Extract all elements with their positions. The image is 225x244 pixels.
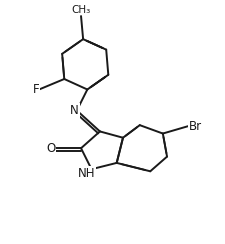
Text: Br: Br <box>189 120 202 133</box>
Text: O: O <box>46 142 55 155</box>
Text: NH: NH <box>78 167 95 180</box>
Text: CH₃: CH₃ <box>71 5 91 15</box>
Text: N: N <box>70 104 79 117</box>
Text: F: F <box>33 83 39 96</box>
